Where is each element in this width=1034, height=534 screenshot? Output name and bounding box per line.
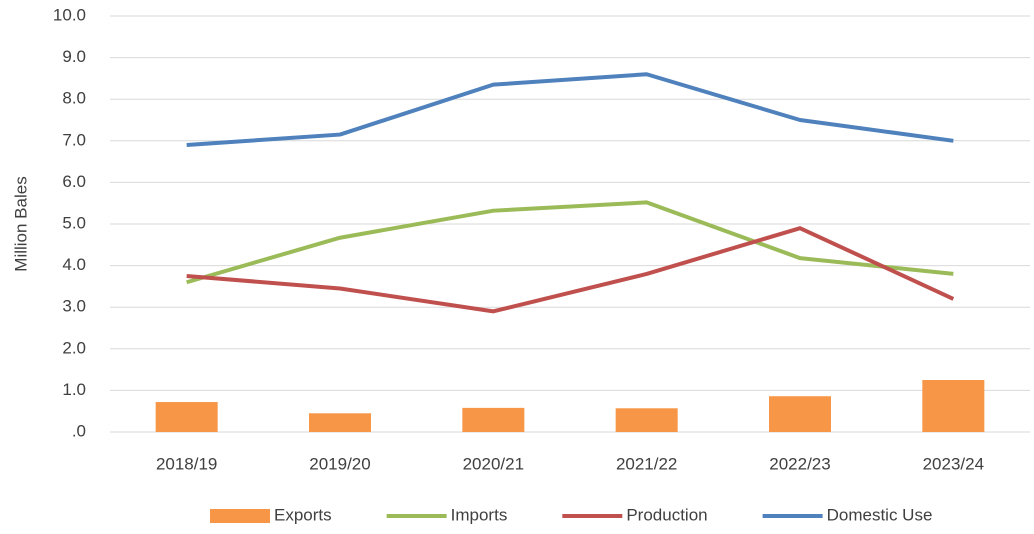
line [186, 72, 954, 147]
y-tick-label: 4.0 [62, 255, 86, 274]
y-tick-label: 6.0 [62, 172, 86, 191]
legend-label: Production [626, 505, 707, 524]
y-tick-label: 5.0 [62, 213, 86, 232]
y-tick-label: 2.0 [62, 338, 86, 357]
line [186, 200, 954, 285]
x-tick-label: 2023/24 [923, 454, 984, 473]
bar [462, 407, 525, 432]
x-tick-label: 2022/23 [769, 454, 830, 473]
y-tick-label: 10.0 [53, 5, 86, 24]
y-tick-label: 8.0 [62, 89, 86, 108]
y-tick-label: 7.0 [62, 130, 86, 149]
legend-swatch [210, 509, 270, 523]
legend-label: Exports [274, 505, 332, 524]
y-tick-label: 3.0 [62, 297, 86, 316]
x-tick-label: 2019/20 [309, 454, 370, 473]
legend-label: Domestic Use [827, 505, 933, 524]
legend-label: Imports [451, 505, 508, 524]
x-tick-label: 2018/19 [156, 454, 217, 473]
y-axis-label: Million Bales [11, 176, 30, 271]
x-tick-label: 2021/22 [616, 454, 677, 473]
y-tick-label: .0 [72, 421, 86, 440]
y-tick-label: 1.0 [62, 380, 86, 399]
line [186, 226, 955, 314]
bar [309, 413, 371, 432]
bar [922, 380, 985, 432]
bar [155, 402, 218, 432]
bar [615, 408, 678, 432]
y-tick-label: 9.0 [62, 47, 86, 66]
bar [769, 396, 831, 432]
x-tick-label: 2020/21 [463, 454, 524, 473]
